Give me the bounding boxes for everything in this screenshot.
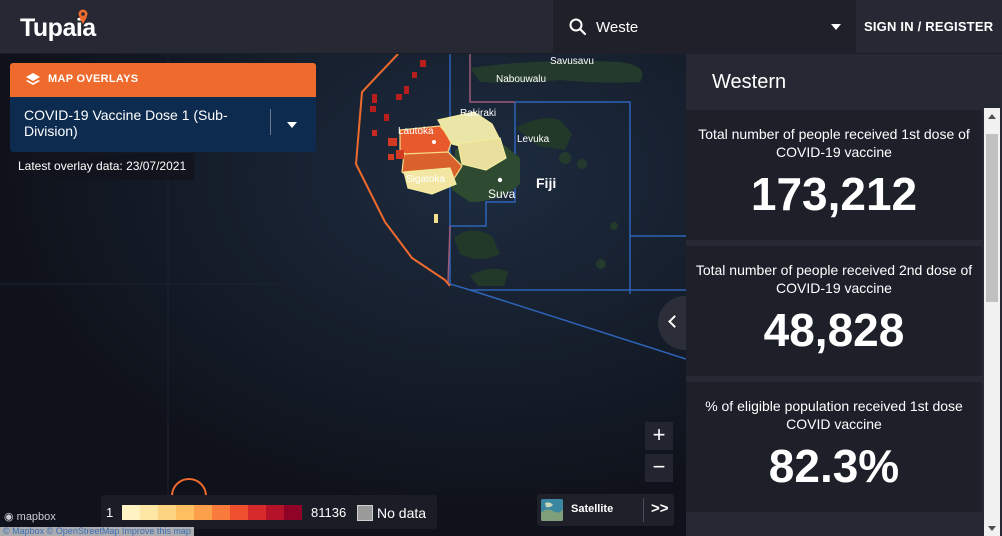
map-attribution: © Mapbox © OpenStreetMap Improve this ma… <box>0 527 194 536</box>
legend-min-value: 1 <box>106 505 114 520</box>
legend-swatch-5 <box>194 505 212 520</box>
mapbox-attribution-link[interactable]: © Mapbox <box>3 526 45 536</box>
map-legend: 1 81136 No data <box>101 495 437 529</box>
latest-overlay-date: Latest overlay data: 23/07/2021 <box>10 153 195 180</box>
place-label-levuka: Levuka <box>517 134 550 145</box>
legend-max-value: 81136 <box>311 505 347 520</box>
no-data-swatch <box>357 505 373 521</box>
stat-card-value: 173,212 <box>750 168 918 220</box>
place-label-suva: Suva <box>488 187 516 201</box>
stat-cards: Total number of people received 1st dose… <box>686 108 986 536</box>
legend-swatch-6 <box>212 505 230 520</box>
osm-attribution-link[interactable]: © OpenStreetMap <box>46 526 120 536</box>
satellite-label: Satellite <box>571 503 614 515</box>
stat-card-value: 48,828 <box>763 304 905 356</box>
scroll-down-icon[interactable] <box>988 526 996 531</box>
legend-swatch-4 <box>176 505 194 520</box>
stat-card-dose2: Total number of people received 2nd dose… <box>686 246 982 376</box>
mapbox-logo-text: mapbox <box>16 511 56 523</box>
place-label-fiji: Fiji <box>536 175 556 191</box>
sidebar-scrollbar[interactable] <box>984 108 1000 536</box>
legend-swatch-8 <box>248 505 266 520</box>
search-input[interactable] <box>596 15 816 39</box>
map-overlay-panel: MAP OVERLAYS COVID-19 Vaccine Dose 1 (Su… <box>10 63 316 152</box>
place-label-lautoka: Lautoka <box>398 126 434 137</box>
expand-layers-icon[interactable]: >> <box>651 500 669 517</box>
map-overlays-title: MAP OVERLAYS <box>48 73 139 85</box>
legend-swatch-9 <box>266 505 284 520</box>
zoom-out-button[interactable]: − <box>645 454 673 482</box>
legend-swatch-2 <box>140 505 158 520</box>
mapbox-logo[interactable]: ◉ mapbox <box>4 511 56 523</box>
divider <box>643 498 644 522</box>
location-pin-icon <box>78 9 88 24</box>
map-overlays-header[interactable]: MAP OVERLAYS <box>10 63 316 97</box>
location-search[interactable] <box>553 0 856 54</box>
stat-card-coverage: % of eligible population received 1st do… <box>686 382 982 512</box>
no-data-label: No data <box>377 505 427 521</box>
legend-swatch-1 <box>122 505 140 520</box>
scroll-up-icon[interactable] <box>988 114 996 119</box>
place-label-nabouwalu: Nabouwalu <box>496 74 546 85</box>
legend-color-scale <box>122 505 302 520</box>
improve-map-link[interactable]: Improve this map <box>121 526 191 536</box>
place-label-sigatoka: Sigatoka <box>406 174 445 185</box>
satellite-thumbnail[interactable] <box>541 499 563 521</box>
tupaia-logo[interactable]: Tupaia <box>20 9 104 45</box>
place-label-savusavu: Savusavu <box>550 56 594 67</box>
chevron-down-icon[interactable] <box>287 122 297 128</box>
layers-icon <box>26 73 40 85</box>
chevron-down-icon[interactable] <box>831 24 841 30</box>
chevron-left-icon <box>668 315 681 328</box>
stat-card-label: Total number of people received 2nd dose… <box>695 262 973 296</box>
top-bar: Tupaia SIGN IN / REGISTER <box>0 0 1002 54</box>
stat-card-dose1: Total number of people received 1st dose… <box>686 110 982 240</box>
search-icon <box>569 18 587 36</box>
divider <box>270 109 271 135</box>
sidebar-title: Western <box>712 71 787 93</box>
satellite-thumbnail-image <box>541 499 563 521</box>
stat-card-label: Total number of people received 1st dose… <box>698 126 970 160</box>
selected-overlay-label: COVID-19 Vaccine Dose 1 (Sub-Division) <box>24 107 228 139</box>
sign-in-register-button[interactable]: SIGN IN / REGISTER <box>864 19 994 34</box>
zoom-in-button[interactable]: + <box>645 422 673 450</box>
legend-swatch-7 <box>230 505 248 520</box>
overlay-selector[interactable]: COVID-19 Vaccine Dose 1 (Sub-Division) <box>10 97 316 152</box>
stat-card-label: % of eligible population received 1st do… <box>705 398 963 432</box>
info-sidebar: Western Total number of people received … <box>686 54 1002 536</box>
stat-card-value: 82.3% <box>768 440 900 492</box>
scrollbar-thumb[interactable] <box>986 134 998 302</box>
legend-swatch-10 <box>284 505 302 520</box>
place-label-rakiraki: Rakiraki <box>460 108 496 119</box>
map-layer-switcher[interactable]: Satellite >> <box>537 494 674 526</box>
legend-swatch-3 <box>158 505 176 520</box>
